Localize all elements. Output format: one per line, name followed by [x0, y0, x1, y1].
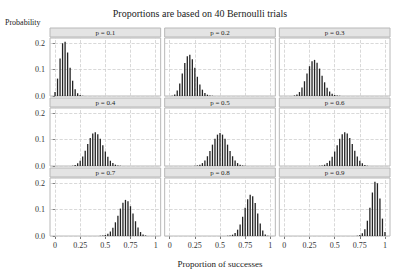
svg-text:1: 1 [268, 241, 272, 250]
svg-text:0.75: 0.75 [123, 241, 137, 250]
svg-text:p = 0.6: p = 0.6 [325, 99, 345, 107]
svg-text:0.75: 0.75 [238, 241, 252, 250]
svg-text:0.75: 0.75 [353, 241, 367, 250]
svg-text:0.25: 0.25 [188, 241, 202, 250]
svg-text:0.1: 0.1 [35, 205, 45, 214]
svg-text:1: 1 [383, 241, 387, 250]
svg-text:0.5: 0.5 [330, 241, 340, 250]
svg-text:0.5: 0.5 [215, 241, 225, 250]
svg-text:0.0: 0.0 [35, 162, 45, 171]
svg-text:0.0: 0.0 [35, 92, 45, 101]
svg-text:0.1: 0.1 [35, 65, 45, 74]
svg-text:0.0: 0.0 [35, 232, 45, 241]
svg-text:p = 0.7: p = 0.7 [95, 169, 115, 177]
svg-text:0: 0 [53, 241, 57, 250]
svg-text:p = 0.5: p = 0.5 [210, 99, 230, 107]
svg-text:p = 0.8: p = 0.8 [210, 169, 230, 177]
svg-text:1: 1 [154, 241, 158, 250]
svg-text:p = 0.9: p = 0.9 [325, 169, 345, 177]
svg-text:0.5: 0.5 [100, 241, 110, 250]
svg-text:0.2: 0.2 [35, 39, 45, 48]
svg-text:p = 0.3: p = 0.3 [325, 29, 345, 37]
svg-text:p = 0.2: p = 0.2 [210, 29, 230, 37]
svg-text:0.1: 0.1 [35, 135, 45, 144]
svg-text:0.25: 0.25 [73, 241, 87, 250]
svg-text:Proportions are based on 40 Be: Proportions are based on 40 Bernoulli tr… [113, 8, 288, 19]
svg-text:Proportion of successes: Proportion of successes [178, 259, 263, 269]
svg-text:p = 0.1: p = 0.1 [95, 29, 115, 37]
svg-text:0.2: 0.2 [35, 109, 45, 118]
svg-text:p = 0.4: p = 0.4 [95, 99, 115, 107]
svg-text:Probability: Probability [5, 18, 41, 27]
svg-text:0: 0 [168, 241, 172, 250]
svg-text:0.25: 0.25 [303, 241, 317, 250]
svg-text:0.2: 0.2 [35, 179, 45, 188]
svg-text:0: 0 [282, 241, 286, 250]
